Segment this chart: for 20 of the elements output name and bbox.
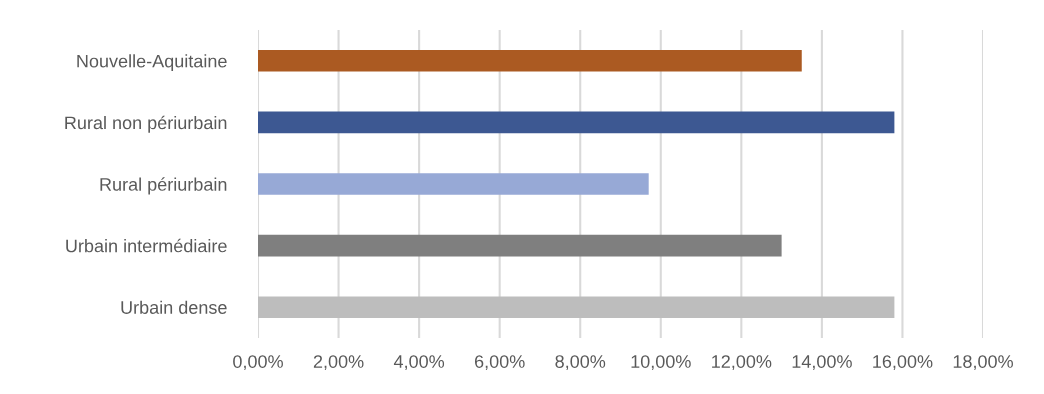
x-tick-label: 6,00%: [474, 355, 525, 371]
x-tick-label: 18,00%: [953, 355, 1013, 371]
bar: [258, 50, 802, 72]
x-tick-label: 16,00%: [873, 355, 933, 371]
y-tick-label: Rural non périurbain: [65, 115, 227, 133]
x-tick-label: 4,00%: [393, 355, 445, 371]
y-tick-label: Urbain dense: [121, 300, 227, 314]
x-tick-label: 12,00%: [712, 355, 772, 371]
x-tick-label: 2,00%: [313, 355, 364, 371]
x-tick-label: 8,00%: [555, 355, 606, 371]
x-tick-label: 10,00%: [631, 355, 691, 371]
x-tick-label: 0,00%: [233, 355, 283, 371]
x-tick-label: 14,00%: [792, 355, 852, 371]
y-tick-label: Nouvelle-Aquitaine: [77, 54, 227, 72]
y-tick-label: Rural périurbain: [100, 177, 227, 195]
bar: [258, 296, 895, 318]
bar: [258, 111, 895, 134]
y-tick-label: Urbain intermédiaire: [66, 238, 227, 253]
bar: [258, 234, 782, 257]
bar: [258, 173, 649, 195]
